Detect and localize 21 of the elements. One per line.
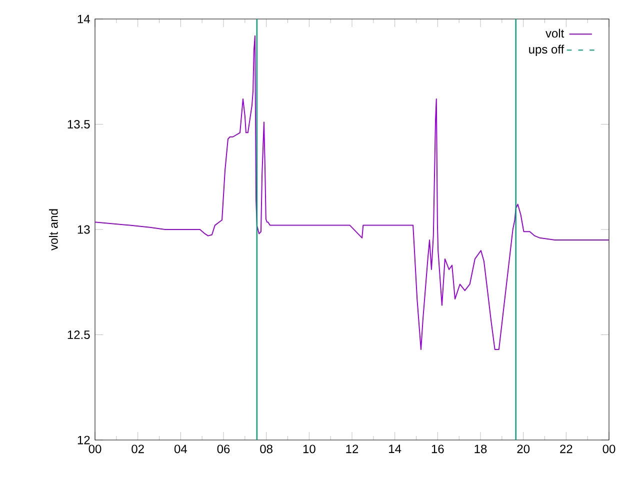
y-tick-label: 14: [78, 14, 90, 24]
y-axis-title: volt and: [49, 209, 58, 250]
x-tick-label: 10: [303, 444, 316, 454]
legend-label: ups off: [529, 44, 564, 56]
y-tick-label: 12.5: [68, 330, 90, 340]
x-tick-label: 06: [217, 444, 230, 454]
x-tick-label: 12: [346, 444, 358, 454]
x-tick-label: 18: [474, 444, 487, 454]
x-tick-label: 00: [88, 444, 102, 454]
x-tick-label: 00: [602, 444, 616, 454]
x-tick-label: 16: [432, 444, 444, 454]
legend-label: volt: [546, 28, 564, 38]
x-tick-label: 04: [174, 444, 187, 454]
x-tick-label: 14: [389, 444, 402, 453]
x-tick-label: 20: [517, 444, 530, 454]
y-tick-label: 13: [78, 225, 90, 234]
x-tick-label: 08: [260, 444, 272, 454]
y-tick-label: 12: [78, 436, 90, 444]
x-tick-label: 22: [560, 444, 572, 454]
y-tick-label: 13.5: [68, 120, 90, 129]
x-tick-label: 02: [132, 444, 144, 454]
